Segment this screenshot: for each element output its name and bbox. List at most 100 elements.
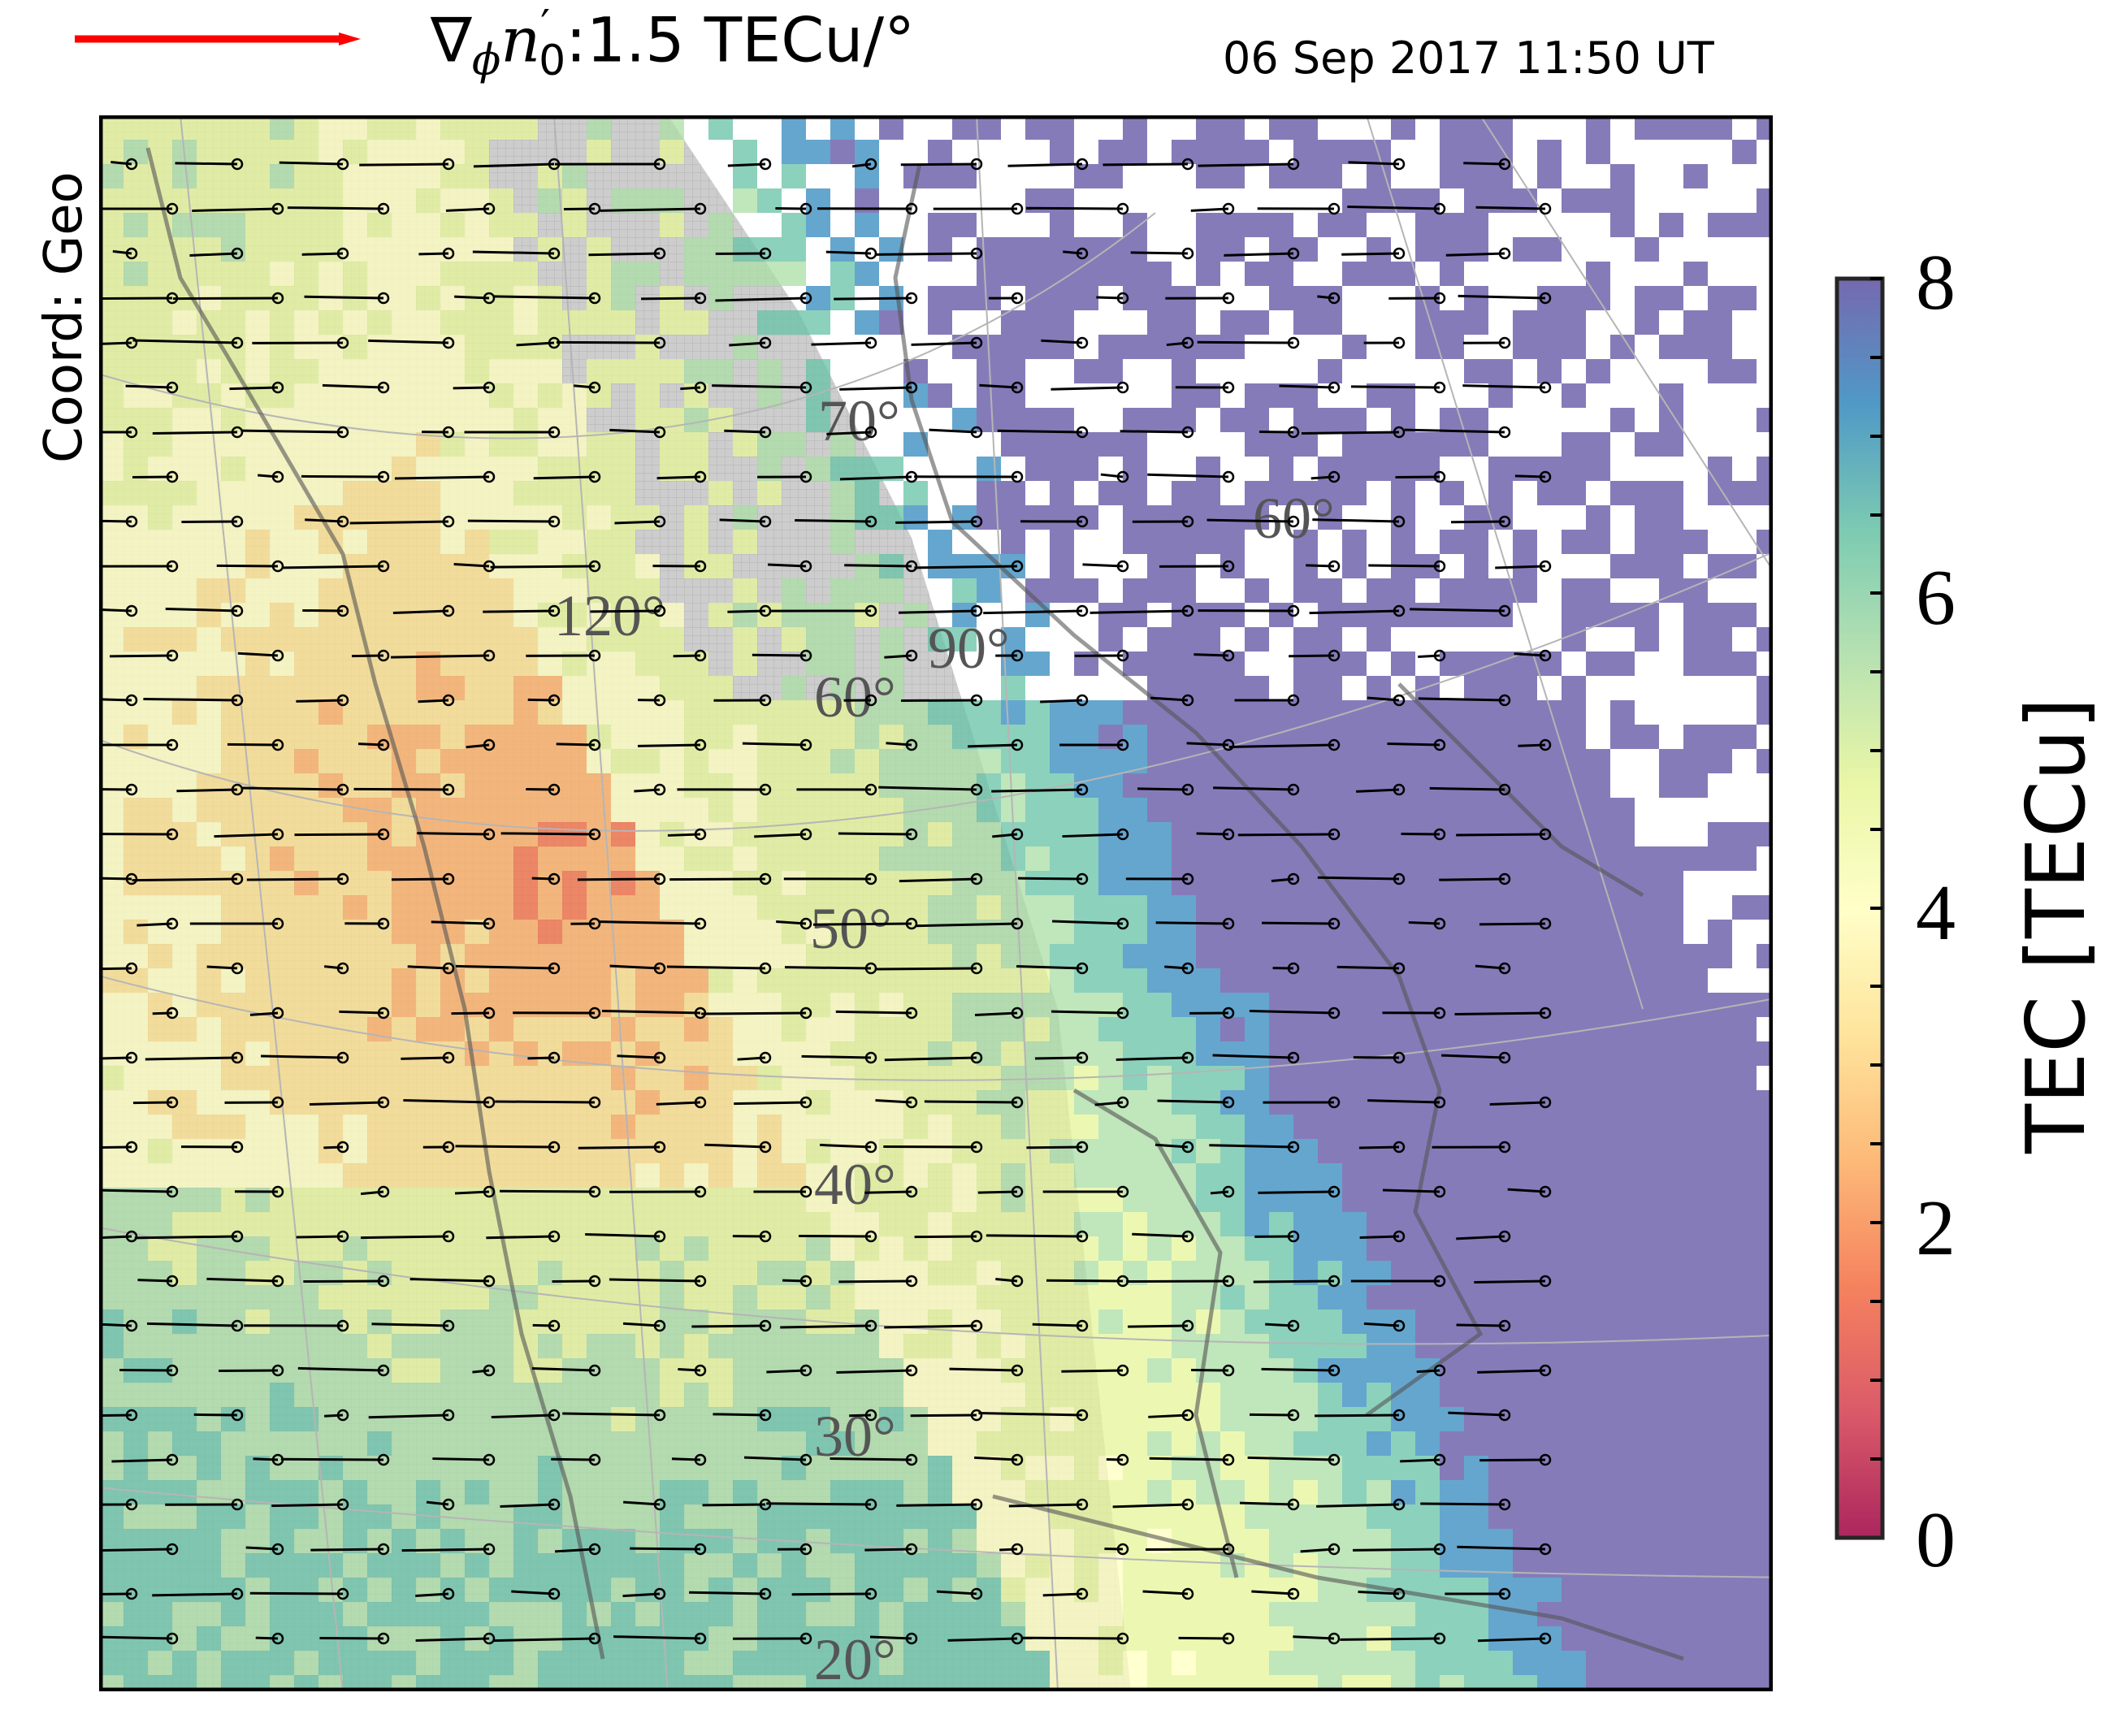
gradient-vector [491, 1413, 555, 1418]
gradient-vector [296, 699, 344, 703]
gradient-vector [516, 341, 555, 347]
gradient-vector [886, 742, 912, 747]
gradient-vector [776, 920, 807, 925]
gradient-vector [287, 206, 384, 210]
gradient-vector [349, 520, 449, 525]
gradient-vector [99, 1503, 132, 1506]
gradient-vector [206, 1277, 279, 1283]
gradient-vector [1224, 252, 1294, 257]
gradient-vector [112, 249, 132, 255]
gradient-vector [884, 1324, 977, 1329]
gradient-vector [637, 743, 701, 747]
gradient-vector [467, 519, 555, 523]
gradient-vector [1102, 162, 1189, 167]
gradient-vector [490, 565, 596, 569]
gradient-vector [1317, 876, 1400, 881]
gradient-vector [656, 475, 701, 480]
legend-label: ∇ϕn′0:1.5 TECu/° [431, 2, 915, 85]
gradient-vector [1514, 652, 1546, 657]
gradient-vector [1061, 1369, 1124, 1373]
gradient-vector [431, 920, 490, 925]
colorbar-tick: 4 [1916, 869, 1956, 957]
tec-map: 70° 60° 60° 50° 40° 30° 20° 90° 120° [99, 115, 1773, 1691]
gradient-vector [734, 1101, 807, 1106]
gradient-vector [1237, 833, 1335, 837]
gradient-vector [1358, 1591, 1400, 1595]
gradient-vector [1445, 252, 1505, 257]
gradient-vector [825, 250, 872, 255]
tec-cells [99, 115, 1773, 1691]
lat-label: 60° [1253, 486, 1335, 551]
legend-arrow [75, 32, 361, 45]
gradient-vector [394, 475, 490, 480]
gradient-vector [99, 788, 132, 791]
gradient-vector [1479, 1458, 1546, 1462]
gradient-vector [1262, 921, 1335, 925]
gradient-vector [99, 341, 132, 345]
gradient-vector [472, 1369, 490, 1374]
gradient-vector [1040, 699, 1083, 703]
gradient-vector [1007, 162, 1083, 167]
gradient-vector [1026, 206, 1124, 210]
gradient-vector [258, 474, 279, 478]
gradient-vector [241, 429, 344, 434]
gradient-vector [99, 519, 132, 523]
gradient-vector [492, 1637, 596, 1643]
gradient-vector [445, 207, 490, 212]
gradient-vector [1475, 964, 1505, 970]
gradient-vector [409, 1278, 490, 1283]
gradient-vector [1462, 384, 1546, 389]
gradient-vector [132, 1101, 173, 1105]
gradient-vector [1016, 965, 1083, 970]
gradient-vector [99, 967, 132, 971]
gradient-vector [99, 1056, 132, 1060]
gradient-vector [1316, 1503, 1400, 1508]
gradient-vector [189, 252, 238, 257]
lat-label: 120° [554, 583, 665, 648]
colorbar-tick: 0 [1916, 1496, 1956, 1584]
gradient-vector [1253, 1279, 1335, 1284]
gradient-vector [875, 1099, 912, 1104]
gradient-vector [271, 1503, 344, 1508]
lat-label: 60° [814, 665, 896, 729]
gradient-vector [1166, 341, 1189, 347]
gradient-vector [782, 1279, 807, 1283]
gradient-vector [193, 1413, 238, 1417]
gradient-vector [176, 788, 238, 793]
gradient-vector [991, 788, 1083, 793]
gradient-vector [729, 341, 766, 347]
gradient-vector [949, 1367, 1018, 1372]
gradient-vector [1271, 877, 1294, 882]
gradient-vector [622, 1592, 661, 1598]
gradient-vector [795, 518, 872, 523]
gradient-vector [533, 475, 596, 480]
gradient-vector [132, 339, 238, 344]
gradient-vector [702, 1503, 766, 1507]
gradient-vector [361, 1190, 384, 1196]
gradient-vector [600, 207, 701, 212]
gradient-vector [669, 877, 766, 881]
coord-label: Coord: Geo [34, 171, 94, 463]
gradient-vector [531, 1367, 596, 1372]
gradient-vector [588, 252, 661, 257]
gradient-vector [1367, 696, 1400, 702]
gradient-vector [455, 1145, 555, 1149]
gradient-vector [835, 1010, 912, 1015]
gradient-vector [914, 565, 1018, 569]
gradient-vector [1146, 1548, 1229, 1552]
gradient-vector [1100, 473, 1124, 478]
legend-var: n [500, 3, 541, 76]
gradient-vector [551, 1457, 596, 1461]
gradient-vector [305, 518, 344, 523]
gradient-vector [1212, 1054, 1294, 1059]
gradient-vector [869, 1635, 912, 1640]
gradient-vector [473, 162, 555, 168]
gradient-vector [609, 428, 661, 434]
gradient-vector [1507, 1188, 1546, 1193]
gradient-vector [1198, 162, 1294, 167]
gradient-vector [1008, 1503, 1083, 1508]
gradient-vector [899, 609, 977, 614]
gradient-vector [319, 1636, 384, 1640]
gradient-vector [165, 607, 238, 613]
gradient-vector [526, 787, 555, 791]
